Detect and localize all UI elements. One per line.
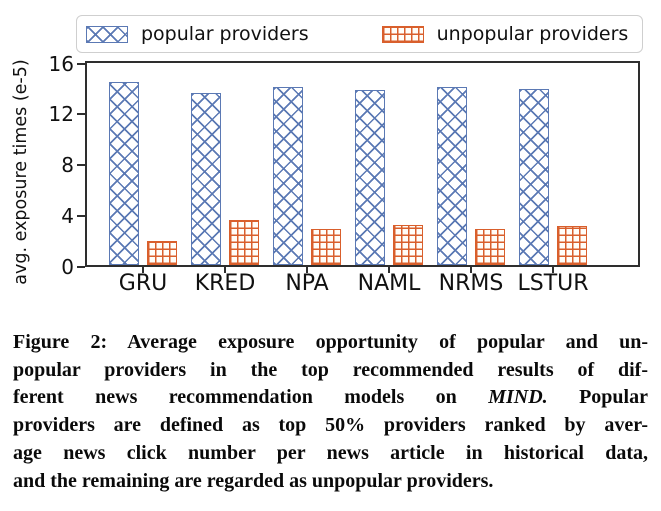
caption-line-5: age news click number per news article i… bbox=[13, 441, 648, 464]
bar-popular-naml bbox=[355, 90, 385, 265]
x-tick-mark-gru bbox=[142, 267, 144, 273]
chart: popular providers unpopular providers av… bbox=[11, 15, 643, 296]
caption-text: MIND. bbox=[488, 386, 548, 409]
caption-text: Popular bbox=[547, 386, 648, 409]
y-tick-label-16: 16 bbox=[48, 51, 74, 76]
bar-unpopular-kred bbox=[229, 220, 259, 265]
x-category-label-nrms: NRMS bbox=[438, 271, 504, 296]
bar-group-naml bbox=[355, 90, 423, 265]
bar-popular-nrms bbox=[437, 86, 467, 265]
popular-providers-swatch-icon bbox=[86, 25, 128, 43]
legend-item-unpopular: unpopular providers bbox=[381, 23, 629, 45]
y-tick-mark-8 bbox=[77, 164, 85, 167]
legend-item-popular: popular providers bbox=[86, 23, 309, 45]
bar-unpopular-lstur bbox=[557, 226, 587, 265]
bar-group-lstur bbox=[519, 89, 587, 265]
x-tick-mark-kred bbox=[224, 267, 226, 273]
bar-popular-lstur bbox=[519, 89, 549, 265]
bar-popular-kred bbox=[191, 92, 221, 265]
unpopular-providers-swatch-icon bbox=[381, 25, 424, 43]
y-tick-mark-16 bbox=[77, 62, 85, 65]
x-category-label-kred: KRED bbox=[194, 271, 256, 296]
caption-line-6: and the remaining are regarded as unpopu… bbox=[13, 469, 494, 492]
x-tick-mark-lstur bbox=[552, 267, 554, 273]
y-axis-label: avg. exposure times (e-5) bbox=[11, 59, 31, 285]
x-tick-mark-npa bbox=[306, 267, 308, 273]
y-tick-label-0: 0 bbox=[61, 255, 74, 279]
bar-popular-npa bbox=[273, 86, 303, 265]
y-tick-label-4: 4 bbox=[61, 204, 74, 229]
plot-area bbox=[85, 61, 640, 267]
chart-legend: popular providers unpopular providers bbox=[76, 15, 643, 53]
legend-label-unpopular: unpopular providers bbox=[436, 23, 629, 45]
bar-group-nrms bbox=[437, 86, 505, 265]
y-tick-mark-12 bbox=[77, 113, 85, 116]
caption-line-1: Figure 2: Average exposure opportunity o… bbox=[13, 331, 648, 353]
y-tick-label-8: 8 bbox=[61, 153, 74, 178]
x-category-label-naml: NAML bbox=[357, 271, 421, 296]
caption-line-4: providers are defined as top 50% provide… bbox=[13, 414, 648, 437]
bar-unpopular-nrms bbox=[475, 228, 505, 265]
figure-caption: Figure 2: Average exposure opportunity o… bbox=[13, 329, 648, 495]
x-category-label-npa: NPA bbox=[285, 271, 329, 296]
y-tick-mark-4 bbox=[77, 215, 85, 218]
x-tick-mark-naml bbox=[388, 267, 390, 273]
x-tick-mark-nrms bbox=[470, 267, 472, 273]
bar-unpopular-npa bbox=[311, 228, 341, 265]
y-tick-label-12: 12 bbox=[48, 102, 74, 127]
caption-text: ferent news recommendation models on bbox=[13, 386, 489, 409]
bar-group-npa bbox=[273, 86, 341, 265]
bar-popular-gru bbox=[109, 81, 139, 265]
y-tick-mark-0 bbox=[77, 266, 85, 268]
bar-unpopular-naml bbox=[393, 225, 423, 265]
x-category-label-gru: GRU bbox=[118, 271, 168, 296]
bar-unpopular-gru bbox=[147, 241, 177, 265]
bar-group-kred bbox=[191, 92, 259, 265]
x-category-label-lstur: LSTUR bbox=[517, 271, 589, 296]
caption-line-3: ferent news recommendation models on MIN… bbox=[13, 384, 648, 412]
bar-group-gru bbox=[109, 81, 177, 265]
caption-line-2: popular providers in the top recommended… bbox=[13, 358, 648, 381]
legend-label-popular: popular providers bbox=[141, 23, 309, 45]
